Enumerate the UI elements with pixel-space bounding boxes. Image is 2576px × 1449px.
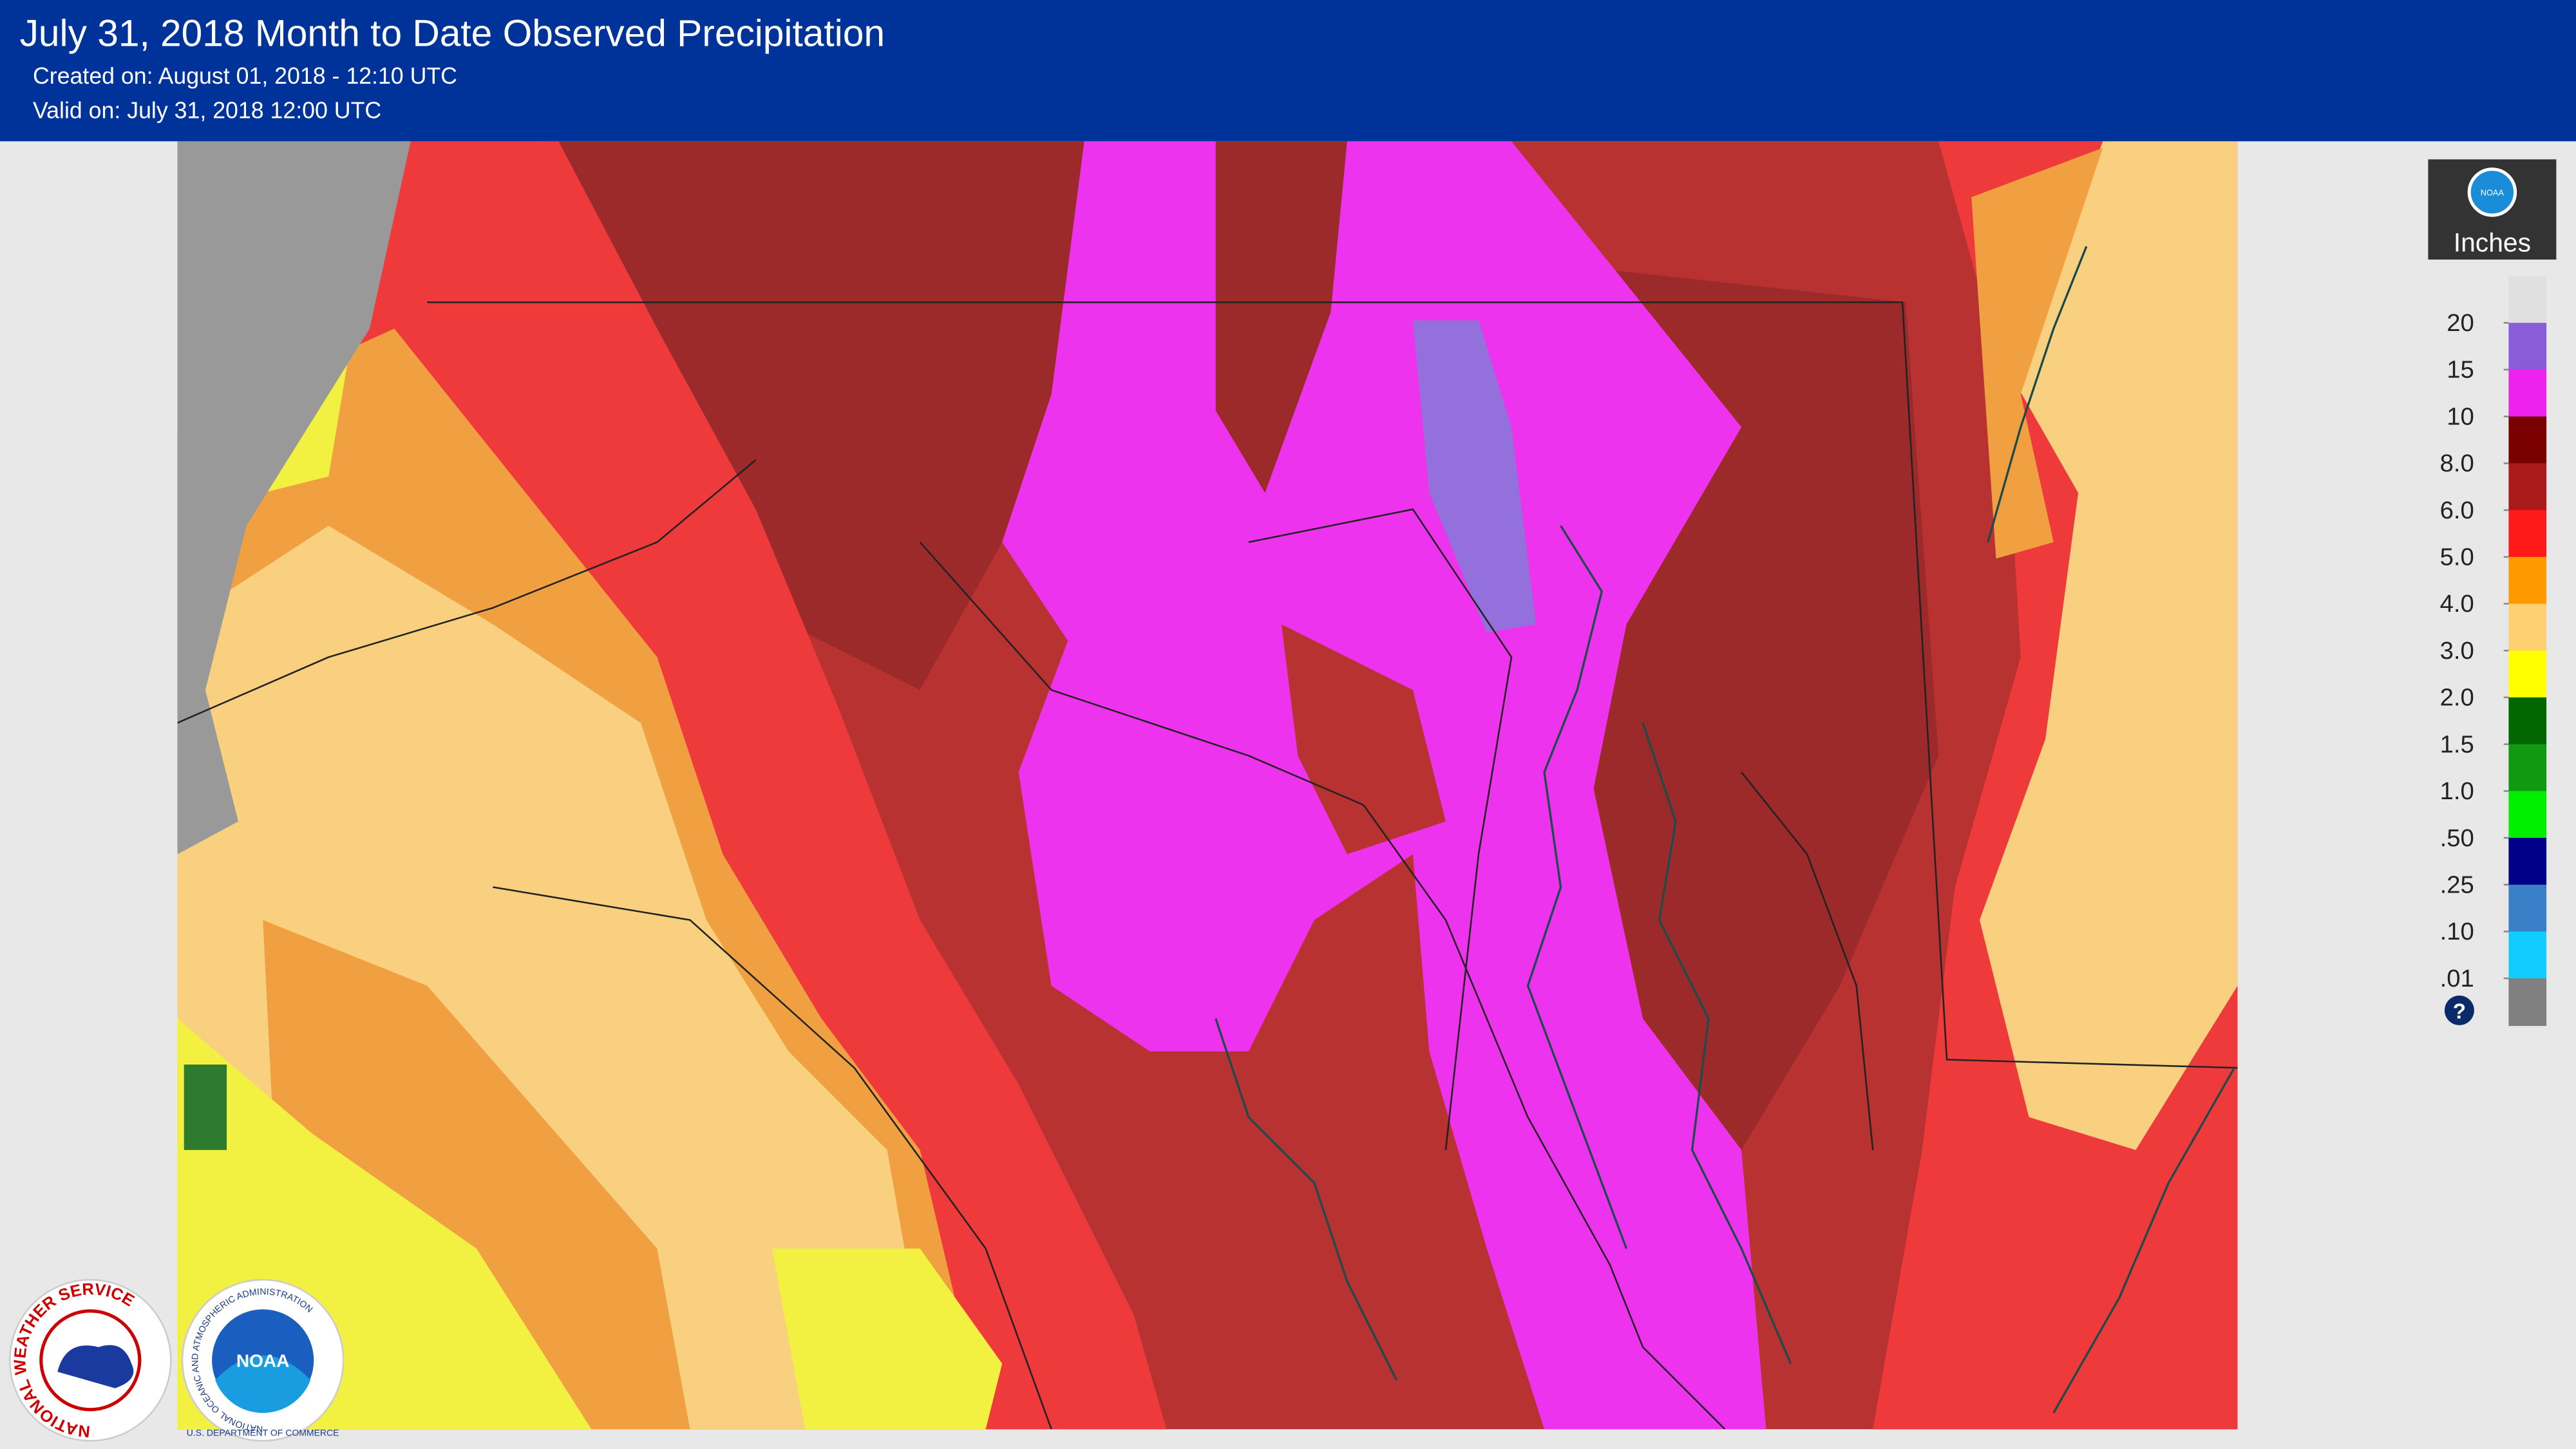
legend-swatch bbox=[2508, 884, 2547, 933]
legend-label: 5.0 bbox=[2440, 544, 2474, 571]
noaa-text: NOAA bbox=[236, 1350, 290, 1370]
legend-swatch bbox=[2508, 978, 2547, 1027]
legend-label: .10 bbox=[2440, 918, 2474, 945]
help-text[interactable]: ? bbox=[2453, 1000, 2466, 1024]
region bbox=[1215, 141, 1347, 493]
legend: NOAA Inches 20 15 10 8.0 6.0 5.0 4.0 3.0 2.0 1.5 1… bbox=[2428, 159, 2557, 1027]
coastline bbox=[1642, 722, 1792, 1365]
county-border bbox=[493, 886, 1052, 1430]
coastline bbox=[1526, 525, 1628, 1249]
legend-unit: Inches bbox=[2454, 227, 2531, 257]
legend-swatch bbox=[2508, 838, 2547, 886]
legend-swatch bbox=[2508, 697, 2547, 745]
noaa-icon bbox=[2467, 167, 2517, 217]
legend-swatch bbox=[2508, 603, 2547, 652]
coastline bbox=[1215, 1018, 1397, 1381]
state-border bbox=[919, 541, 1726, 1430]
legend-label: 6.0 bbox=[2440, 497, 2474, 524]
legend-swatch bbox=[2508, 744, 2547, 792]
legend-swatch bbox=[2508, 650, 2547, 699]
coastline bbox=[2052, 1067, 2235, 1414]
legend-swatch bbox=[2508, 323, 2547, 371]
valid: Valid on: July 31, 2018 12:00 UTC bbox=[33, 98, 381, 124]
state-border bbox=[427, 301, 2238, 1069]
legend-label: 1.0 bbox=[2440, 777, 2474, 805]
legend-label: .50 bbox=[2440, 824, 2474, 852]
region bbox=[1979, 141, 2238, 1150]
color-bar: 20 15 10 8.0 6.0 5.0 4.0 3.0 2.0 1.5 1.0 .50 .25 .10.… bbox=[2440, 276, 2547, 1027]
region bbox=[542, 141, 1084, 690]
legend-label: 3.0 bbox=[2440, 637, 2474, 665]
doc-text: U.S. DEPARTMENT OF COMMERCE bbox=[187, 1428, 339, 1438]
noaa-icon-text: NOAA bbox=[2481, 188, 2505, 198]
legend-label: 10 bbox=[2447, 402, 2474, 430]
legend-swatch bbox=[2508, 369, 2547, 417]
region bbox=[1412, 320, 1537, 633]
legend-label: .25 bbox=[2440, 871, 2474, 898]
logos: NATIONAL WEATHER SERVICE NOAA NATIONAL O… bbox=[9, 1278, 345, 1442]
county-border bbox=[1741, 772, 1874, 1150]
created: Created on: August 01, 2018 - 12:10 UTC bbox=[33, 63, 457, 89]
legend-swatch bbox=[2508, 510, 2547, 558]
legend-swatch bbox=[2508, 416, 2547, 464]
legend-label: 2.0 bbox=[2440, 684, 2474, 712]
legend-label: 1.5 bbox=[2440, 730, 2474, 758]
legend-label: 20 bbox=[2447, 309, 2474, 337]
noaa-wave bbox=[215, 1355, 311, 1413]
region bbox=[184, 1065, 227, 1150]
region bbox=[1971, 147, 2103, 559]
state-border bbox=[177, 459, 757, 724]
legend-label: 8.0 bbox=[2440, 450, 2474, 477]
precip-map bbox=[177, 141, 2238, 1430]
region bbox=[1281, 624, 1446, 855]
header-bar bbox=[0, 0, 2576, 142]
county-border bbox=[1248, 508, 1513, 1150]
title: July 31, 2018 Month to Date Observed Pre… bbox=[20, 12, 885, 54]
region bbox=[772, 1248, 1003, 1430]
region bbox=[177, 141, 411, 855]
region bbox=[1544, 263, 1939, 1150]
coastline bbox=[1987, 246, 2088, 543]
legend-swatch bbox=[2508, 791, 2547, 839]
legend-swatch bbox=[2508, 556, 2547, 605]
help-button[interactable] bbox=[2444, 995, 2474, 1025]
legend-swatch bbox=[2508, 276, 2547, 324]
nws-cloud bbox=[57, 1345, 134, 1388]
legend-label: .01 bbox=[2440, 965, 2474, 992]
legend-label: 15 bbox=[2447, 356, 2474, 384]
legend-swatch bbox=[2508, 463, 2547, 511]
legend-label: 4.0 bbox=[2440, 590, 2474, 618]
legend-swatch bbox=[2508, 931, 2547, 980]
